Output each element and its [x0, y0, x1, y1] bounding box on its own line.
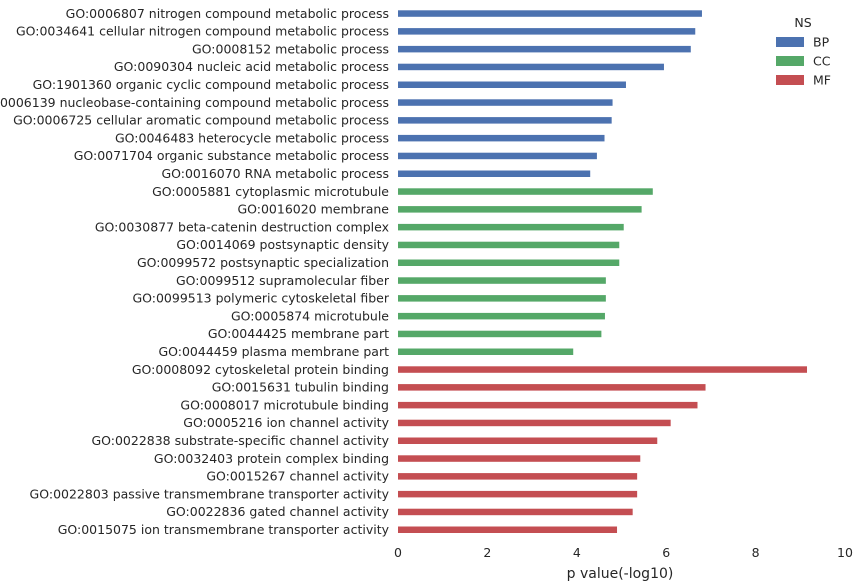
category-label: GO:0022838 substrate-specific channel ac…: [91, 433, 389, 448]
legend-swatch: [776, 56, 804, 66]
category-label: GO:0008092 cytoskeletal protein binding: [132, 362, 389, 377]
bar-cc: [398, 259, 620, 266]
bars-layer: [398, 10, 808, 533]
bar-bp: [398, 134, 605, 142]
bar-mf: [398, 455, 641, 462]
bar-mf: [398, 508, 633, 516]
bar-bp: [398, 170, 591, 177]
bar-bp: [398, 152, 597, 160]
legend-entries: BP CC MF: [776, 35, 831, 88]
bar-mf: [398, 490, 638, 498]
legend-swatch: [776, 75, 804, 85]
category-label: GO:0014069 postsynaptic density: [176, 237, 389, 252]
category-label: GO:0008017 microtubule binding: [180, 397, 389, 412]
bar-bp: [398, 28, 696, 35]
bar-mf: [398, 366, 808, 373]
category-label: GO:0008152 metabolic process: [192, 41, 389, 56]
bar-mf: [398, 401, 698, 409]
category-label: GO:0006725 cellular aromatic compound me…: [13, 113, 389, 128]
bar-bp: [398, 117, 612, 124]
legend-label: CC: [813, 54, 831, 69]
legend-label: BP: [813, 35, 830, 50]
category-label: GO:1901360 organic cyclic compound metab…: [33, 77, 389, 92]
category-label: GO:0006807 nitrogen compound metabolic p…: [66, 6, 389, 21]
legend-swatch: [776, 37, 804, 47]
legend-title: NS: [794, 15, 811, 30]
legend-label: MF: [813, 73, 831, 88]
bar-bp: [398, 45, 691, 53]
category-labels: GO:0006807 nitrogen compound metabolic p…: [0, 6, 390, 537]
bar-cc: [398, 223, 624, 231]
bar-cc: [398, 277, 606, 284]
category-label: GO:0015631 tubulin binding: [212, 380, 389, 395]
legend-entry: MF: [776, 73, 831, 88]
category-label: GO:0032403 protein complex binding: [154, 451, 389, 466]
bar-bp: [398, 99, 613, 106]
category-label: GO:0015075 ion transmembrane transporter…: [58, 522, 390, 537]
category-label: GO:0044425 membrane part: [208, 326, 389, 341]
category-label: GO:0046483 heterocycle metabolic process: [115, 130, 389, 145]
bar-mf: [398, 437, 658, 444]
category-label: GO:0022836 gated channel activity: [166, 504, 389, 519]
x-tick-label: 6: [662, 545, 670, 560]
category-label: GO:0034641 cellular nitrogen compound me…: [16, 24, 389, 39]
bar-cc: [398, 206, 642, 213]
legend-entry: CC: [776, 54, 831, 69]
bar-bp: [398, 10, 702, 17]
x-tick-label: 10: [837, 545, 853, 560]
x-tick-label: 0: [394, 545, 402, 560]
bar-cc: [398, 295, 606, 302]
category-label: GO:0099513 polymeric cytoskeletal fiber: [132, 291, 389, 306]
x-axis-label: p value(-log10): [567, 566, 674, 582]
bar-cc: [398, 348, 574, 355]
bar-mf: [398, 473, 638, 480]
category-label: GO:0071704 organic substance metabolic p…: [74, 148, 389, 163]
bar-mf: [398, 419, 671, 427]
x-tick-label: 8: [752, 545, 760, 560]
x-tick-label: 2: [483, 545, 491, 560]
bar-bp: [398, 63, 664, 71]
bar-mf: [398, 384, 706, 391]
category-label: GO:0006139 nucleobase-containing compoun…: [0, 95, 389, 110]
legend: NS BP CC MF: [776, 15, 831, 88]
category-label: GO:0022803 passive transmembrane transpo…: [30, 486, 390, 501]
bar-cc: [398, 241, 620, 249]
category-label: GO:0099572 postsynaptic specialization: [137, 255, 389, 270]
category-label: GO:0016020 membrane: [237, 202, 389, 217]
bar-cc: [398, 188, 653, 195]
category-label: GO:0030877 beta-catenin destruction comp…: [95, 219, 389, 234]
legend-entry: BP: [776, 35, 830, 50]
category-label: GO:0005874 microtubule: [231, 308, 389, 323]
category-label: GO:0005216 ion channel activity: [183, 415, 389, 430]
bar-cc: [398, 312, 605, 320]
bar-cc: [398, 330, 602, 338]
category-label: GO:0044459 plasma membrane part: [158, 344, 389, 359]
category-label: GO:0005881 cytoplasmic microtubule: [152, 184, 389, 199]
category-label: GO:0016070 RNA metabolic process: [161, 166, 389, 181]
x-tick-label: 4: [573, 545, 581, 560]
bar-mf: [398, 526, 618, 533]
category-label: GO:0090304 nucleic acid metabolic proces…: [114, 59, 389, 74]
category-label: GO:0015267 channel activity: [206, 469, 389, 484]
bar-bp: [398, 81, 626, 88]
category-label: GO:0099512 supramolecular fiber: [176, 273, 390, 288]
x-axis-ticks: 0 2 4 6 8 10: [394, 545, 853, 560]
